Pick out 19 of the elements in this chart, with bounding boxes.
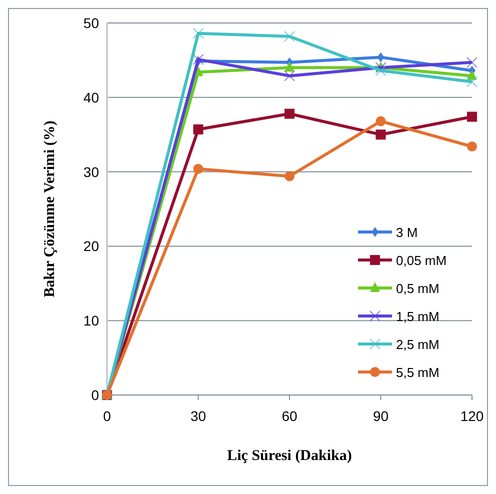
y-tick-label: 0: [91, 387, 100, 403]
x-tick-label: 30: [190, 408, 206, 424]
x-tick-label: 0: [103, 408, 112, 424]
y-axis-title: Bakır Çözünme Verimi (%): [42, 120, 58, 298]
x-tick-label: 120: [460, 408, 484, 424]
x-tick-label: 60: [282, 408, 298, 424]
y-tick-label: 10: [83, 312, 100, 329]
x-tick-label: 90: [372, 408, 389, 424]
y-tick-label: 30: [83, 164, 100, 180]
y-tick-label: 50: [83, 15, 100, 31]
legend-label: 0,05 mM: [396, 253, 447, 268]
legend-label: 1,5 mM: [396, 309, 440, 324]
legend-label: 0,5 mM: [396, 281, 440, 296]
y-tick-label: 20: [83, 238, 100, 254]
legend-label: 3 M: [396, 225, 418, 240]
x-axis-title: Liç Süresi (Dakika): [227, 448, 352, 464]
legend-label: 2,5 mM: [396, 337, 440, 352]
legend-label: 5,5 mM: [396, 365, 440, 380]
y-tick-label: 40: [83, 89, 100, 106]
